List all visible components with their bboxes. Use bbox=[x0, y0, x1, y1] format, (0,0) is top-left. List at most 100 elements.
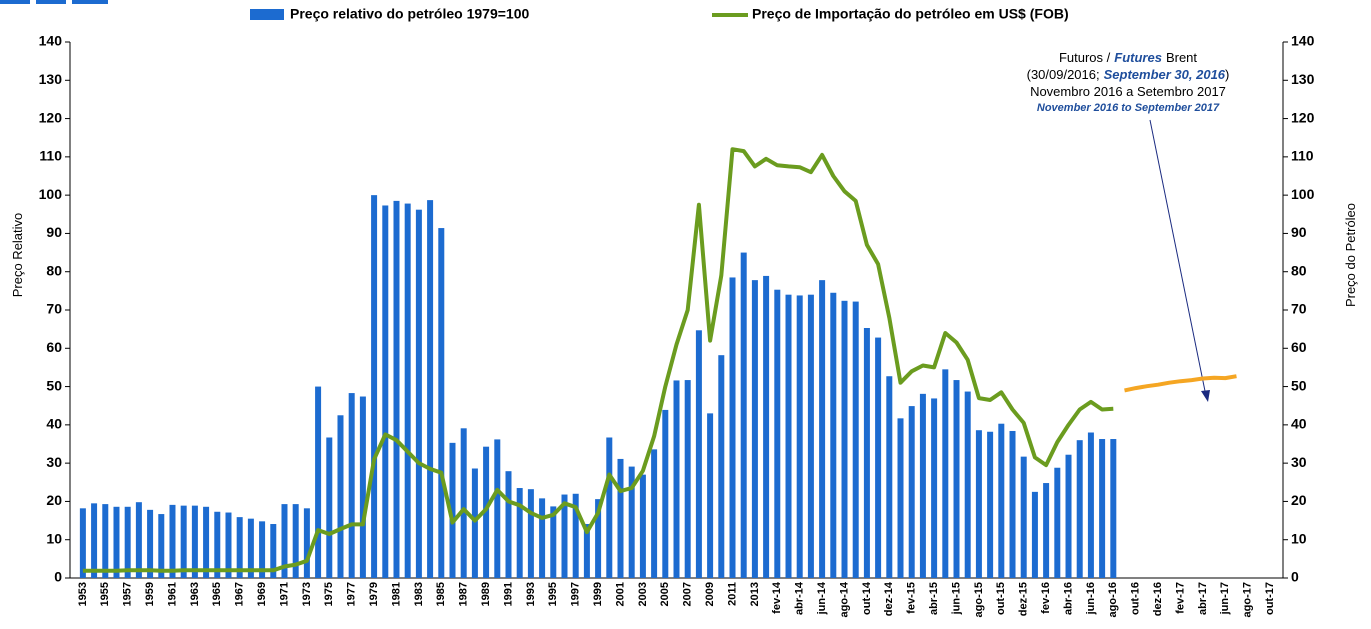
annotation-text: November 2016 to September 2017 bbox=[1037, 102, 1220, 114]
bar bbox=[841, 300, 848, 578]
y-tick-label: 30 bbox=[46, 454, 62, 470]
bar bbox=[886, 376, 893, 578]
y2-tick-label: 100 bbox=[1291, 186, 1315, 202]
y-tick-label: 90 bbox=[46, 224, 62, 240]
y-tick-label: 130 bbox=[39, 71, 63, 87]
x-tick-label: 2005 bbox=[659, 582, 671, 606]
annotation-line: Futuros / Futures Brent bbox=[1059, 50, 1197, 65]
legend-label: Preço relativo do petróleo 1979=100 bbox=[290, 6, 529, 22]
bar bbox=[1054, 467, 1061, 578]
arrow-head bbox=[1201, 390, 1210, 402]
bar bbox=[1020, 456, 1027, 578]
y2-tick-label: 30 bbox=[1291, 454, 1307, 470]
x-tick-label: 1969 bbox=[256, 582, 268, 606]
bar bbox=[236, 517, 243, 578]
x-tick-label: fev-14 bbox=[771, 581, 783, 614]
bar bbox=[763, 275, 770, 578]
x-tick-label: jun-15 bbox=[950, 582, 962, 615]
bar bbox=[124, 506, 131, 578]
bar bbox=[863, 327, 870, 578]
bar bbox=[796, 295, 803, 578]
bar bbox=[135, 502, 142, 578]
y-tick-label: 70 bbox=[46, 301, 62, 317]
bar bbox=[908, 406, 915, 578]
bar bbox=[740, 252, 747, 579]
bar bbox=[785, 294, 792, 578]
y-axis-label: Preço Relativo bbox=[10, 213, 25, 298]
bar bbox=[561, 494, 568, 578]
x-tick-label: jun-16 bbox=[1085, 582, 1097, 615]
y2-tick-label: 90 bbox=[1291, 224, 1307, 240]
bar bbox=[595, 499, 602, 578]
bar bbox=[751, 280, 758, 578]
x-tick-label: ago-16 bbox=[1107, 582, 1119, 617]
bar bbox=[270, 524, 277, 578]
bar bbox=[158, 514, 165, 578]
bar bbox=[662, 409, 669, 578]
y2-tick-label: 60 bbox=[1291, 339, 1307, 355]
y-tick-label: 110 bbox=[39, 148, 62, 164]
annotation-text: Futures bbox=[1114, 50, 1162, 65]
x-tick-label: 1979 bbox=[368, 582, 380, 606]
bar bbox=[516, 488, 523, 578]
bar bbox=[214, 511, 221, 578]
bar bbox=[527, 489, 534, 578]
bar bbox=[438, 228, 445, 578]
y2-tick-label: 70 bbox=[1291, 301, 1307, 317]
annotation-text: Futuros / bbox=[1059, 50, 1111, 65]
x-tick-label: 1961 bbox=[166, 582, 178, 606]
bar bbox=[819, 280, 826, 578]
x-tick-label: 1993 bbox=[525, 582, 537, 606]
x-tick-label: 1991 bbox=[502, 582, 514, 606]
corner-decoration bbox=[36, 0, 66, 4]
y-tick-label: 80 bbox=[46, 262, 62, 278]
x-tick-label: 1999 bbox=[592, 582, 604, 606]
annotation-text: ) bbox=[1225, 67, 1229, 82]
x-tick-label: fev-15 bbox=[906, 582, 918, 614]
y-tick-label: 60 bbox=[46, 339, 62, 355]
y-tick-label: 120 bbox=[39, 109, 63, 125]
x-tick-label: dez-14 bbox=[883, 581, 895, 616]
bar bbox=[539, 498, 546, 578]
bar bbox=[427, 200, 434, 578]
x-tick-label: 1973 bbox=[301, 582, 313, 606]
bar bbox=[494, 439, 501, 578]
bar bbox=[483, 446, 490, 578]
bar bbox=[169, 504, 176, 578]
bar bbox=[225, 512, 232, 578]
x-tick-label: fev-16 bbox=[1040, 582, 1052, 614]
x-tick-label: 2013 bbox=[749, 582, 761, 606]
bar bbox=[550, 506, 557, 578]
bar bbox=[651, 449, 658, 578]
x-tick-label: 1971 bbox=[278, 582, 290, 606]
bar bbox=[315, 386, 322, 578]
x-tick-label: 2011 bbox=[726, 582, 738, 606]
bar bbox=[1076, 440, 1083, 578]
x-tick-label: 1975 bbox=[323, 582, 335, 606]
line bbox=[1124, 374, 1237, 393]
bar bbox=[718, 355, 725, 578]
bar bbox=[695, 330, 702, 578]
x-tick-label: dez-15 bbox=[1018, 582, 1030, 616]
x-tick-label: 1983 bbox=[413, 582, 425, 606]
bar bbox=[505, 471, 512, 578]
bar bbox=[303, 508, 310, 578]
bar bbox=[628, 466, 635, 578]
bar bbox=[348, 393, 355, 578]
x-tick-label: 1967 bbox=[234, 582, 246, 606]
corner-decoration bbox=[0, 0, 30, 4]
bar bbox=[393, 200, 400, 578]
bar bbox=[639, 474, 646, 578]
x-tick-label: 1957 bbox=[122, 582, 134, 606]
y-tick-label: 140 bbox=[39, 33, 63, 49]
y2-tick-label: 50 bbox=[1291, 377, 1307, 393]
x-tick-label: 1959 bbox=[144, 582, 156, 606]
x-tick-label: 1981 bbox=[390, 582, 402, 606]
y2-tick-label: 20 bbox=[1291, 492, 1307, 508]
bar bbox=[1065, 454, 1072, 578]
y2-tick-label: 110 bbox=[1291, 148, 1314, 164]
bar bbox=[830, 292, 837, 578]
y2-tick-label: 120 bbox=[1291, 109, 1315, 125]
x-tick-label: 1955 bbox=[99, 582, 111, 606]
x-tick-label: jun-17 bbox=[1219, 582, 1231, 615]
